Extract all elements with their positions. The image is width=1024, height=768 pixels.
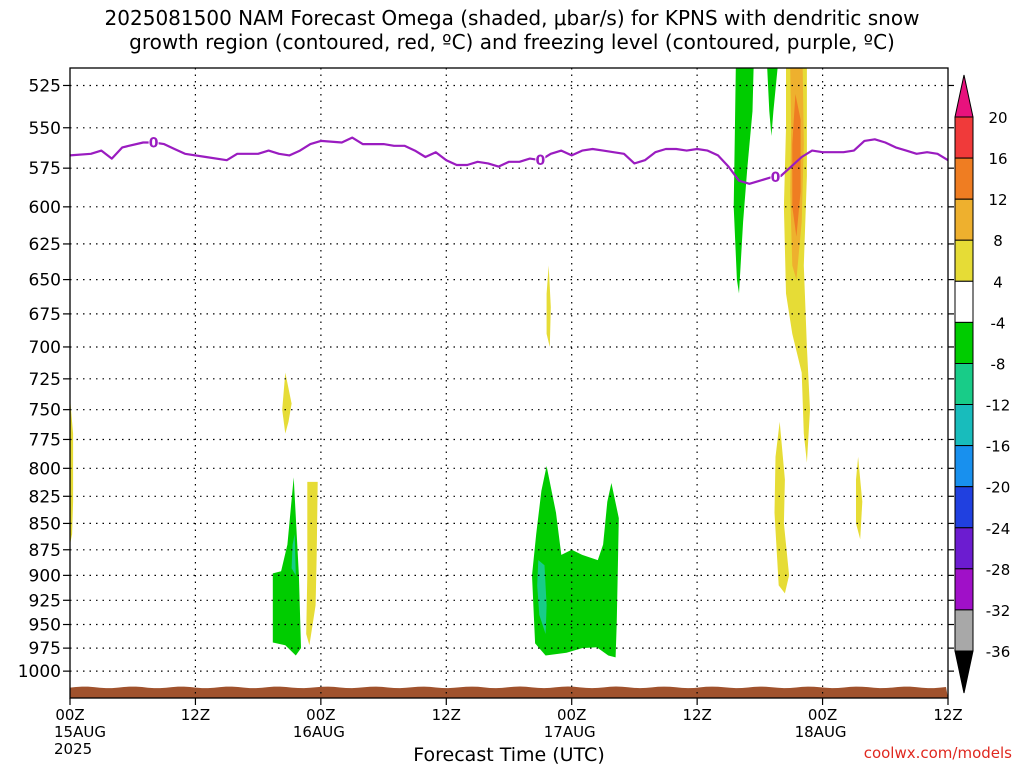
y-tick-label-800: 800 bbox=[29, 459, 61, 479]
colorbar-segment-7 bbox=[954, 404, 974, 447]
y-tick-label-775: 775 bbox=[29, 430, 61, 450]
freezing-label-bg-2 bbox=[770, 168, 781, 184]
freezing-label-1: 0 bbox=[535, 153, 545, 169]
chart-title: 2025081500 NAM Forecast Omega (shaded, μ… bbox=[0, 6, 1024, 54]
colorbar-label-1: 16 bbox=[988, 150, 1007, 168]
colorbar-label-6: -8 bbox=[991, 356, 1006, 374]
x-tick-label-12-0: 12Z bbox=[181, 706, 210, 724]
grid-lines bbox=[70, 68, 948, 698]
x-tick-label-48-1: 17AUG bbox=[544, 723, 596, 741]
y-tick-label-700: 700 bbox=[29, 338, 61, 358]
colorbar-label-8: -16 bbox=[986, 438, 1011, 456]
y-axis: 525 550 575 600 625 650 675 700 725 750 775 800 825 8… bbox=[18, 76, 954, 682]
colorbar-bottom-arrow bbox=[954, 650, 974, 694]
y-tick-label-850: 850 bbox=[29, 514, 61, 534]
omega-region-0 bbox=[70, 397, 74, 545]
colorbar-label-12: -32 bbox=[986, 602, 1011, 620]
colorbar-segment-12 bbox=[954, 609, 974, 652]
colorbar-label-4: 4 bbox=[993, 273, 1003, 291]
omega-region-8 bbox=[733, 68, 754, 294]
plot-frame bbox=[69, 67, 949, 699]
credit-link[interactable]: coolwx.com/models bbox=[863, 744, 1012, 762]
y-tick-label-550: 550 bbox=[29, 119, 61, 139]
colorbar-label-3: 8 bbox=[993, 232, 1003, 250]
omega-region-13 bbox=[774, 421, 790, 594]
y-tick-label-950: 950 bbox=[29, 616, 61, 636]
omega-region-9 bbox=[767, 68, 778, 136]
omega-region-4 bbox=[306, 481, 318, 646]
x-tick-label-0-0: 00Z bbox=[55, 706, 84, 724]
omega-region-5 bbox=[546, 265, 551, 347]
colorbar-label-10: -24 bbox=[986, 520, 1011, 538]
ground-terrain bbox=[70, 686, 948, 698]
omega-region-1 bbox=[282, 372, 292, 434]
x-tick-label-48-0: 00Z bbox=[557, 706, 586, 724]
y-tick-label-900: 900 bbox=[29, 566, 61, 586]
colorbar-label-13: -36 bbox=[986, 643, 1011, 661]
y-tick-label-650: 650 bbox=[29, 271, 61, 291]
colorbar-segment-0 bbox=[954, 116, 974, 159]
colorbar-segment-3 bbox=[954, 239, 974, 282]
freezing-level-line bbox=[69, 136, 949, 185]
colorbar-label-11: -28 bbox=[986, 561, 1011, 579]
colorbar-label-2: 12 bbox=[988, 191, 1007, 209]
colorbar-label-5: -4 bbox=[991, 314, 1006, 332]
omega-region-14 bbox=[856, 456, 863, 540]
freezing-label-2: 0 bbox=[771, 170, 781, 186]
omega-region-12 bbox=[792, 94, 801, 237]
freezing-level-contour: 0 0 0 bbox=[69, 134, 949, 186]
omega-region-6 bbox=[532, 466, 619, 658]
freezing-label-0: 0 bbox=[149, 136, 159, 152]
omega-region-3 bbox=[291, 534, 296, 576]
colorbar-segment-11 bbox=[954, 568, 974, 611]
omega-shading bbox=[70, 68, 948, 698]
x-tick-label-72-1: 18AUG bbox=[795, 723, 847, 741]
title-line-2: growth region (contoured, red, ºC) and f… bbox=[129, 30, 895, 54]
y-tick-label-1000: 1000 bbox=[18, 662, 61, 682]
colorbar-segment-5 bbox=[954, 321, 974, 364]
y-tick-label-925: 925 bbox=[29, 591, 61, 611]
colorbar-segment-6 bbox=[954, 363, 974, 406]
colorbar: 20 16 12 8 4 -4 -8 -12 -16 -20 -24 -28 -32 -36 bbox=[954, 74, 1011, 694]
x-tick-label-84-0: 12Z bbox=[933, 706, 962, 724]
x-tick-label-36-0: 12Z bbox=[432, 706, 461, 724]
title-line-1: 2025081500 NAM Forecast Omega (shaded, μ… bbox=[104, 6, 920, 30]
y-tick-label-875: 875 bbox=[29, 541, 61, 561]
x-tick-label-24-0: 00Z bbox=[306, 706, 335, 724]
x-tick-label-72-0: 00Z bbox=[808, 706, 837, 724]
omega-region-2 bbox=[272, 477, 301, 656]
colorbar-label-9: -20 bbox=[986, 479, 1011, 497]
y-tick-label-625: 625 bbox=[29, 235, 61, 255]
colorbar-segment-9 bbox=[954, 486, 974, 529]
y-tick-label-825: 825 bbox=[29, 487, 61, 507]
freezing-label-bg-1 bbox=[535, 152, 546, 168]
colorbar-segment-1 bbox=[954, 157, 974, 200]
omega-region-7 bbox=[537, 560, 547, 634]
y-tick-label-675: 675 bbox=[29, 305, 61, 325]
colorbar-label-7: -12 bbox=[986, 397, 1011, 415]
colorbar-label-0: 20 bbox=[988, 109, 1007, 127]
x-tick-label-0-1: 15AUG bbox=[54, 723, 106, 741]
colorbar-segment-2 bbox=[954, 198, 974, 241]
y-tick-label-725: 725 bbox=[29, 370, 61, 390]
colorbar-segment-10 bbox=[954, 527, 974, 570]
colorbar-segment-8 bbox=[954, 445, 974, 488]
y-tick-label-975: 975 bbox=[29, 639, 61, 659]
plot-border bbox=[69, 67, 949, 699]
y-tick-label-575: 575 bbox=[29, 159, 61, 179]
x-axis-title: Forecast Time (UTC) bbox=[413, 744, 605, 766]
x-tick-label-24-1: 16AUG bbox=[293, 723, 345, 741]
x-tick-label-0-2: 2025 bbox=[54, 740, 92, 758]
freezing-label-bg-0 bbox=[148, 134, 159, 150]
y-tick-label-750: 750 bbox=[29, 401, 61, 421]
x-tick-label-60-0: 12Z bbox=[682, 706, 711, 724]
colorbar-top-arrow bbox=[954, 74, 974, 118]
colorbar-segment-4 bbox=[954, 280, 974, 323]
y-tick-label-600: 600 bbox=[29, 198, 61, 218]
y-tick-label-525: 525 bbox=[29, 76, 61, 96]
